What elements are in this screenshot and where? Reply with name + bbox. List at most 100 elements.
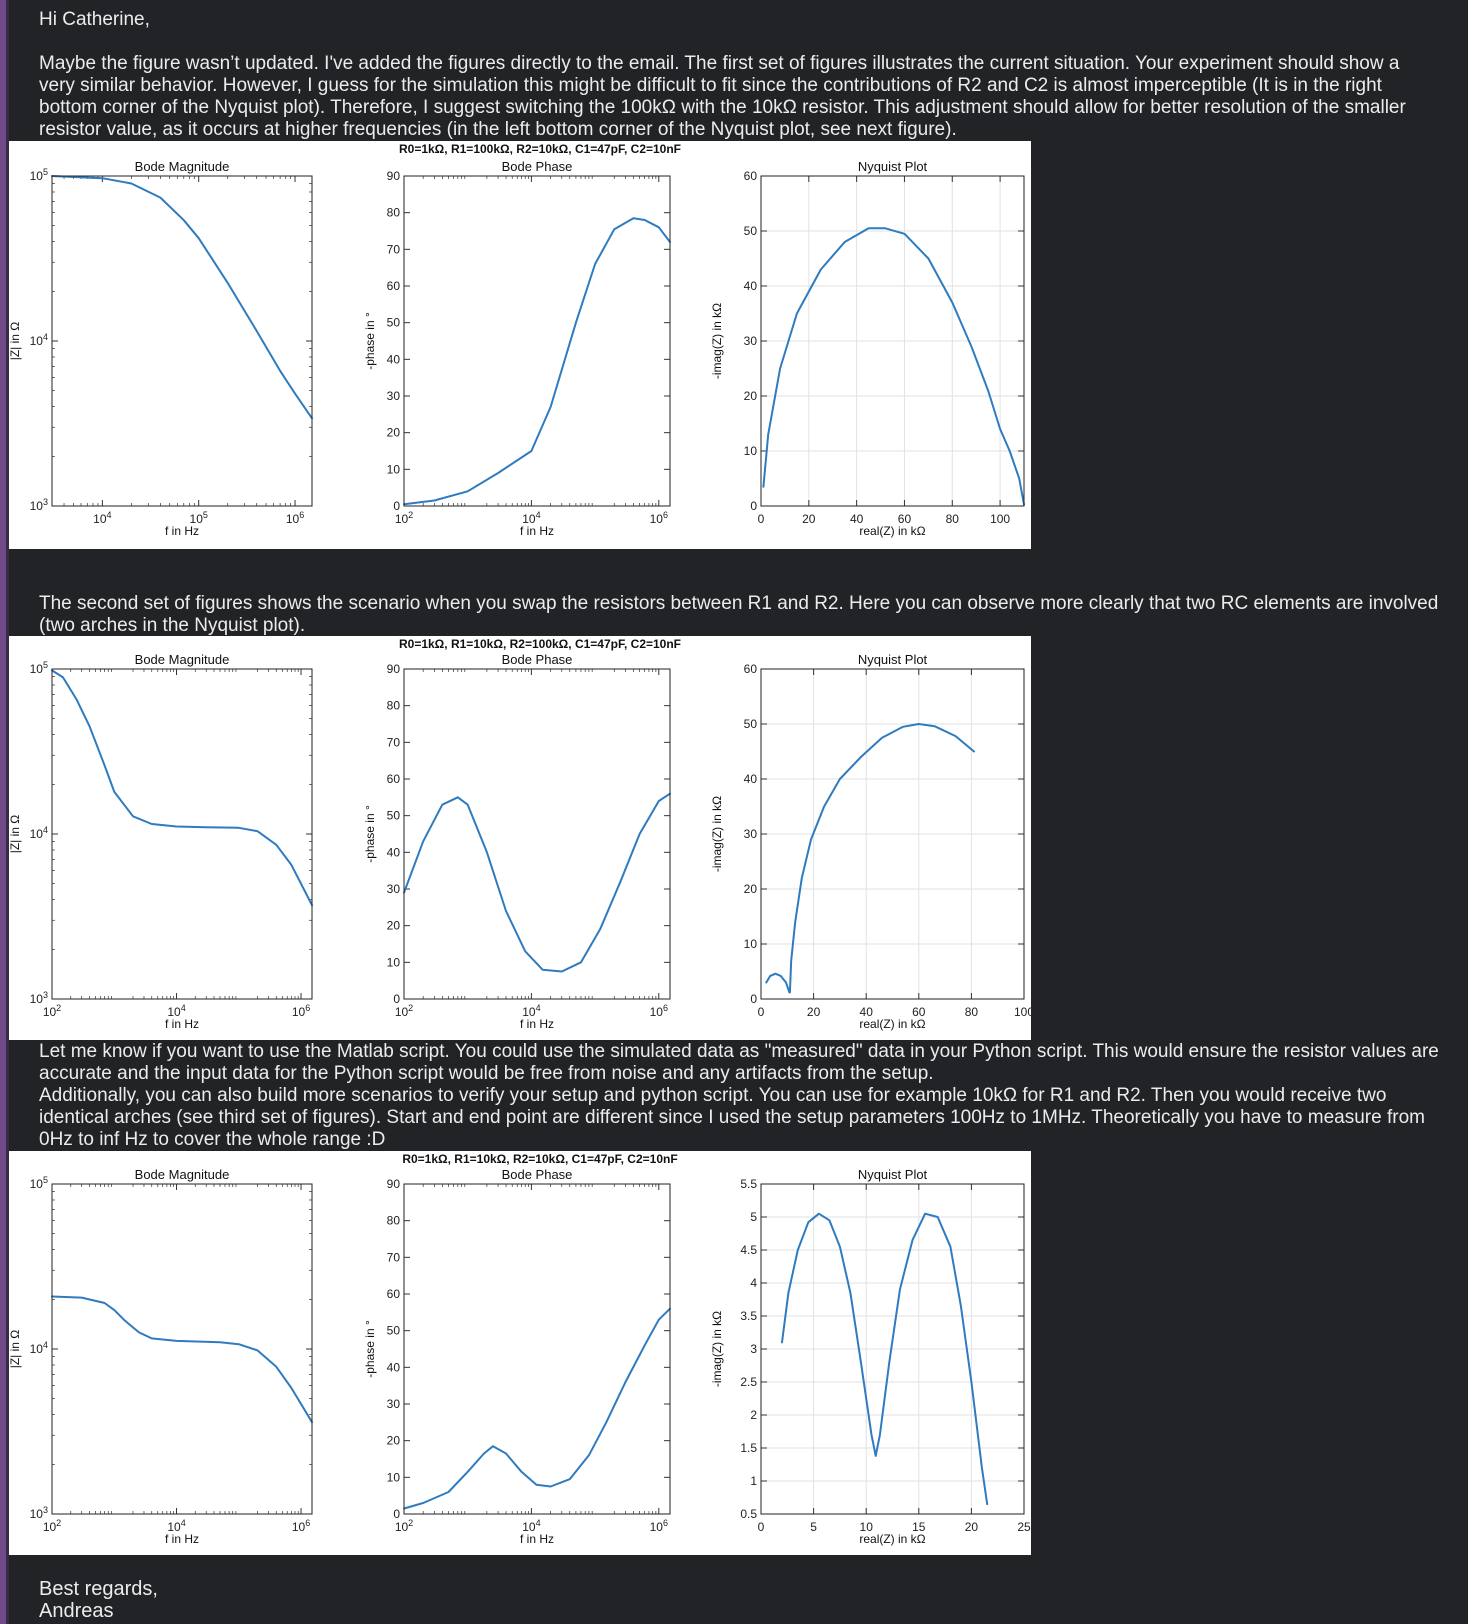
email-paragraph-1: Maybe the figure wasn’t updated. I've ad… bbox=[39, 53, 1406, 140]
email-greeting: Hi Catherine, bbox=[39, 9, 150, 30]
y-axis-label: |Z| in Ω bbox=[9, 1330, 22, 1369]
data-line bbox=[762, 227, 1025, 506]
y-tick-label: 40 bbox=[744, 279, 758, 293]
y-tick-label: 40 bbox=[744, 772, 758, 786]
data-line bbox=[765, 723, 975, 994]
x-tick-label: 40 bbox=[860, 1005, 874, 1019]
y-tick-label: 104 bbox=[30, 825, 48, 841]
y-tick-label: 50 bbox=[744, 224, 758, 238]
y-tick-label: 105 bbox=[30, 1175, 48, 1191]
y-axis-label: |Z| in Ω bbox=[9, 322, 22, 361]
y-tick-label: 103 bbox=[30, 497, 48, 513]
y-tick-label: 4.5 bbox=[740, 1243, 757, 1257]
y-tick-label: 50 bbox=[387, 809, 401, 823]
figure-title: R0=1kΩ, R1=10kΩ, R2=100kΩ, C1=47pF, C2=1… bbox=[399, 637, 681, 651]
y-tick-label: 30 bbox=[744, 827, 758, 841]
plot-title: Bode Phase bbox=[502, 652, 573, 667]
y-tick-label: 30 bbox=[744, 334, 758, 348]
closing-regards: Best regards, bbox=[39, 1578, 158, 1600]
plot-title: Nyquist Plot bbox=[858, 159, 928, 174]
y-tick-label: 0.5 bbox=[740, 1507, 757, 1521]
y-tick-label: 10 bbox=[387, 1470, 401, 1484]
y-axis-label: -phase in ° bbox=[363, 805, 377, 863]
y-tick-label: 103 bbox=[30, 990, 48, 1006]
x-axis-label: real(Z) in kΩ bbox=[859, 1532, 925, 1546]
x-tick-label: 60 bbox=[912, 1005, 926, 1019]
x-tick-label: 106 bbox=[286, 510, 304, 526]
y-tick-label: 5.5 bbox=[740, 1177, 757, 1191]
data-line bbox=[781, 1212, 989, 1506]
y-axis-label: -imag(Z) in kΩ bbox=[710, 1311, 724, 1387]
x-tick-label: 40 bbox=[850, 512, 864, 526]
y-axis-label: |Z| in Ω bbox=[9, 815, 22, 854]
plot-title: Bode Magnitude bbox=[135, 652, 230, 667]
y-axis-label: -imag(Z) in kΩ bbox=[710, 303, 724, 379]
x-tick-label: 104 bbox=[93, 510, 111, 526]
y-tick-label: 0 bbox=[750, 499, 757, 513]
x-tick-label: 15 bbox=[912, 1520, 926, 1534]
x-axis-label: f in Hz bbox=[165, 1532, 199, 1546]
x-tick-label: 0 bbox=[758, 1520, 765, 1534]
figure-set-3-plots: R0=1kΩ, R1=10kΩ, R2=10kΩ, C1=47pF, C2=10… bbox=[9, 1152, 1031, 1546]
y-tick-label: 50 bbox=[387, 316, 401, 330]
data-line bbox=[403, 217, 671, 506]
plot-nyquist: 0 20 40 60 80 100 0 10 20 30 40 50 60 Nyquist Plot rea… bbox=[710, 652, 1031, 1031]
x-tick-label: 106 bbox=[650, 510, 668, 526]
plot-title: Nyquist Plot bbox=[858, 1167, 928, 1182]
y-tick-label: 10 bbox=[387, 955, 401, 969]
plot-frame bbox=[760, 1183, 1025, 1515]
plot-area bbox=[404, 176, 670, 506]
plot-frame bbox=[760, 668, 1025, 1000]
plot-nyquist: 0 20 40 60 80 100 0 10 20 30 40 50 60 Nyquist Plot rea… bbox=[710, 159, 1025, 538]
y-tick-label: 1 bbox=[750, 1474, 757, 1488]
y-axis-label: -phase in ° bbox=[363, 312, 377, 370]
plot-area bbox=[52, 669, 312, 999]
x-tick-label: 106 bbox=[650, 1003, 668, 1019]
x-tick-label: 102 bbox=[43, 1003, 61, 1019]
y-tick-label: 60 bbox=[744, 169, 758, 183]
plot-frame bbox=[403, 1183, 671, 1515]
y-tick-label: 10 bbox=[387, 462, 401, 476]
y-tick-label: 90 bbox=[387, 169, 401, 183]
y-tick-label: 4 bbox=[750, 1276, 757, 1290]
y-tick-label: 20 bbox=[744, 882, 758, 896]
x-tick-label: 0 bbox=[758, 1005, 765, 1019]
y-tick-label: 1.5 bbox=[740, 1441, 757, 1455]
y-tick-label: 5 bbox=[750, 1210, 757, 1224]
x-tick-label: 20 bbox=[807, 1005, 821, 1019]
y-tick-label: 104 bbox=[30, 1340, 48, 1356]
plot-area bbox=[52, 176, 312, 506]
x-axis-label: f in Hz bbox=[520, 1017, 554, 1031]
closing-name: Andreas bbox=[39, 1600, 114, 1622]
x-tick-label: 106 bbox=[292, 1518, 310, 1534]
data-line bbox=[403, 792, 671, 973]
plot-area bbox=[404, 669, 670, 999]
y-tick-label: 70 bbox=[387, 735, 401, 749]
x-tick-label: 80 bbox=[946, 512, 960, 526]
y-tick-label: 0 bbox=[393, 992, 400, 1006]
y-tick-label: 10 bbox=[744, 937, 758, 951]
y-tick-label: 3 bbox=[750, 1342, 757, 1356]
y-tick-label: 103 bbox=[30, 1505, 48, 1521]
x-axis-label: f in Hz bbox=[165, 524, 199, 538]
x-tick-label: 80 bbox=[965, 1005, 979, 1019]
figure-set-1-plots: R0=1kΩ, R1=100kΩ, R2=10kΩ, C1=47pF, C2=1… bbox=[9, 142, 1025, 538]
y-tick-label: 70 bbox=[387, 242, 401, 256]
plot-title: Bode Phase bbox=[502, 159, 573, 174]
y-tick-label: 40 bbox=[387, 1360, 401, 1374]
y-tick-label: 30 bbox=[387, 1397, 401, 1411]
figure-set-2-plots: R0=1kΩ, R1=10kΩ, R2=100kΩ, C1=47pF, C2=1… bbox=[9, 637, 1031, 1031]
y-tick-label: 30 bbox=[387, 389, 401, 403]
y-axis-label: -phase in ° bbox=[363, 1320, 377, 1378]
y-axis-label: -imag(Z) in kΩ bbox=[710, 796, 724, 872]
plot-title: Bode Magnitude bbox=[135, 1167, 230, 1182]
y-tick-label: 80 bbox=[387, 1214, 401, 1228]
figure-set-1: R0=1kΩ, R1=100kΩ, R2=10kΩ, C1=47pF, C2=1… bbox=[9, 141, 1031, 549]
figure-title: R0=1kΩ, R1=100kΩ, R2=10kΩ, C1=47pF, C2=1… bbox=[399, 142, 681, 156]
y-tick-label: 90 bbox=[387, 1177, 401, 1191]
plot-title: Nyquist Plot bbox=[858, 652, 928, 667]
